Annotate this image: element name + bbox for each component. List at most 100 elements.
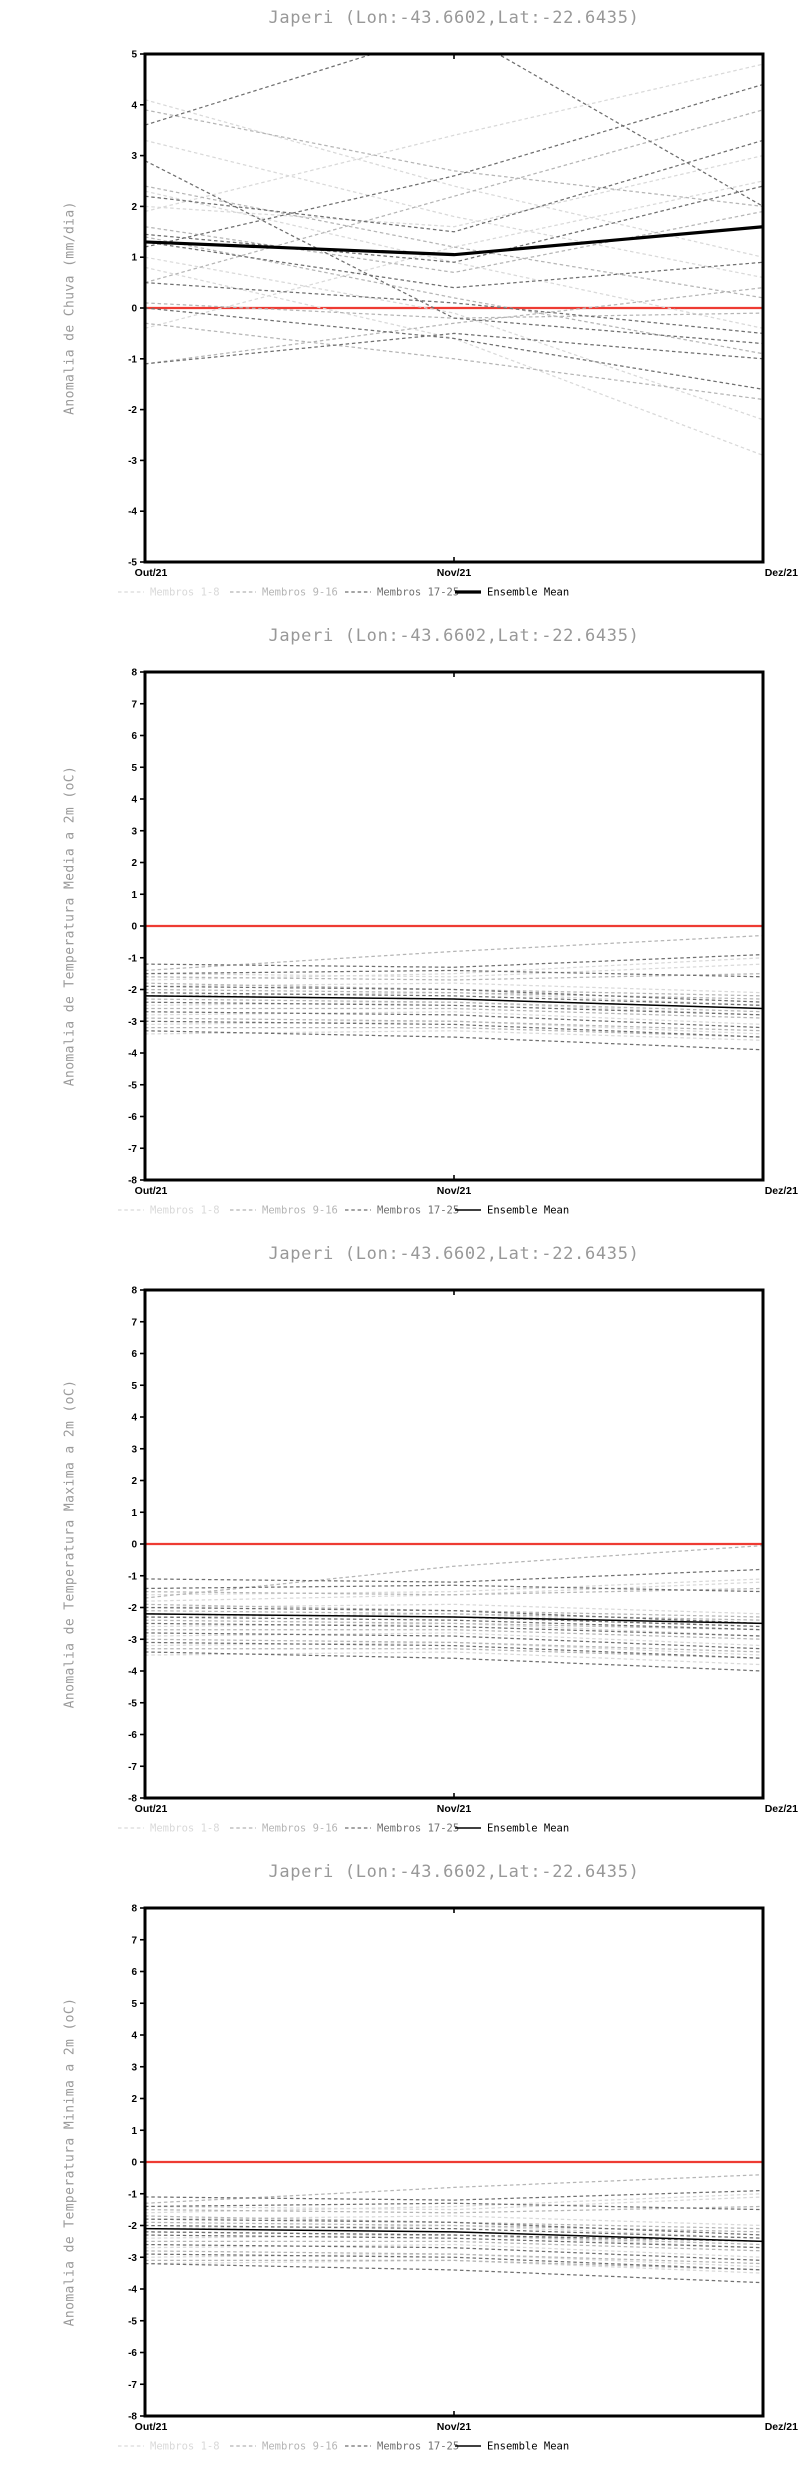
- member-line: [144, 1017, 764, 1032]
- y-tick-label: 8: [131, 1904, 137, 1915]
- y-tick-label: 5: [131, 763, 137, 774]
- member-line: [144, 53, 764, 207]
- member-line: [144, 1584, 764, 1593]
- member-line: [144, 2215, 764, 2227]
- x-tick-label: Dez/21: [765, 1803, 798, 1815]
- member-line: [144, 281, 764, 335]
- member-line: [144, 139, 764, 233]
- member-line: [144, 185, 764, 263]
- member-line: [144, 1020, 764, 1038]
- y-tick-label: -2: [128, 2221, 137, 2232]
- legend-label: Ensemble Mean: [487, 1205, 569, 1217]
- member-line: [144, 185, 764, 299]
- member-line: [144, 1651, 764, 1672]
- member-line: [144, 2243, 764, 2258]
- legend-label: Membros 9-16: [262, 2441, 338, 2453]
- member-line: [144, 998, 764, 1013]
- y-tick-label: -3: [128, 2253, 137, 2264]
- member-line: [144, 266, 764, 456]
- legend-label: Membros 1-8: [150, 1205, 220, 1217]
- y-tick-label: -6: [128, 2348, 137, 2359]
- y-tick-label: 1: [131, 890, 137, 901]
- y-tick-label: -1: [128, 953, 137, 964]
- member-line: [144, 109, 764, 208]
- legend-label: Membros 9-16: [262, 1205, 338, 1217]
- member-line: [144, 1638, 764, 1653]
- x-tick-label: Nov/21: [437, 567, 472, 579]
- member-line: [144, 2224, 764, 2239]
- member-line: [144, 2250, 764, 2265]
- y-tick-label: 2: [131, 858, 137, 869]
- y-tick-label: 1: [131, 1508, 137, 1519]
- member-line: [144, 2189, 764, 2201]
- mean-temp-anomaly-plot-area: -8 -7 -6 -5 -4 -3 -2 -1 0 1 2 3 4 5 6 7 8 Out/21 Nov/21 Dez…: [118, 668, 798, 1217]
- precip-anomaly-plot-area: -5 -4 -3 -2 -1 0 1 2 3 4 5 Out/21 Nov/21 Dez/21 Membro…: [118, 50, 798, 599]
- member-line: [144, 953, 764, 968]
- y-tick-label: 5: [131, 50, 137, 61]
- y-tick-label: 0: [131, 2158, 137, 2169]
- chart-title: Japeri (Lon:-43.6602,Lat:-22.6435): [268, 8, 640, 28]
- member-line: [144, 1616, 764, 1631]
- y-tick-label: 4: [131, 2031, 137, 2042]
- y-tick-label: 3: [131, 826, 137, 837]
- member-line: [144, 1610, 764, 1621]
- member-line: [144, 988, 764, 1000]
- y-tick-label: -4: [128, 2285, 137, 2296]
- ensemble-mean-line: [144, 1613, 764, 1625]
- member-line: [144, 1619, 764, 1631]
- y-tick-label: 4: [131, 1413, 137, 1424]
- member-line: [144, 1622, 764, 1637]
- y-tick-label: -3: [128, 456, 137, 467]
- member-line: [145, 1648, 764, 1659]
- y-tick-label: -8: [128, 1176, 137, 1187]
- member-line: [144, 1641, 764, 1659]
- member-line: [144, 139, 764, 279]
- y-tick-label: -6: [128, 1112, 137, 1123]
- member-line: [144, 2218, 764, 2236]
- y-tick-label: -2: [128, 405, 137, 416]
- member-line: [144, 1001, 764, 1016]
- member-line: [144, 992, 764, 1006]
- x-tick-label: Nov/21: [437, 2421, 472, 2433]
- member-line: [144, 236, 764, 355]
- member-line: [144, 307, 764, 390]
- member-line: [144, 1030, 764, 1041]
- member-line: [144, 982, 764, 994]
- legend-label: Ensemble Mean: [487, 587, 569, 599]
- member-line: [144, 99, 764, 258]
- y-tick-label: -4: [128, 1049, 137, 1060]
- member-line: [144, 934, 764, 972]
- y-tick-label: 8: [131, 1286, 137, 1297]
- y-tick-label: -7: [128, 1762, 137, 1773]
- y-tick-label: -4: [128, 507, 137, 518]
- y-tick-label: 0: [131, 1540, 137, 1551]
- ensemble-mean-line: [144, 995, 764, 1010]
- y-tick-label: -4: [128, 1667, 137, 1678]
- member-line: [144, 1603, 764, 1615]
- member-line: [144, 1587, 764, 1596]
- y-tick-label: 7: [131, 1317, 137, 1328]
- member-line: [144, 2202, 764, 2211]
- y-tick-label: -5: [128, 558, 137, 569]
- min-temp-anomaly-plot-area: -8 -7 -6 -5 -4 -3 -2 -1 0 1 2 3 4 5 6 7 8 Out/21 Nov/21 Dez…: [118, 1904, 798, 2453]
- member-line: [145, 1629, 764, 1640]
- y-tick-label: -3: [128, 1635, 137, 1646]
- y-tick-label: 0: [131, 922, 137, 933]
- y-tick-label: -6: [128, 1730, 137, 1741]
- y-tick-label: 2: [131, 202, 137, 213]
- y-tick-label: 4: [131, 100, 137, 111]
- y-tick-label: -5: [128, 1080, 137, 1091]
- member-line: [144, 322, 764, 401]
- legend-label: Membros 17-25: [377, 1205, 459, 1217]
- member-line: [144, 1030, 764, 1051]
- member-line: [144, 160, 764, 345]
- member-line: [144, 83, 764, 248]
- legend-label: Membros 1-8: [150, 1823, 220, 1835]
- member-line: [144, 969, 764, 978]
- y-tick-label: 0: [131, 304, 137, 315]
- x-tick-label: Out/21: [135, 2421, 168, 2433]
- y-tick-label: 5: [131, 1381, 137, 1392]
- y-tick-label: 5: [131, 1999, 137, 2010]
- y-tick-label: 2: [131, 1476, 137, 1487]
